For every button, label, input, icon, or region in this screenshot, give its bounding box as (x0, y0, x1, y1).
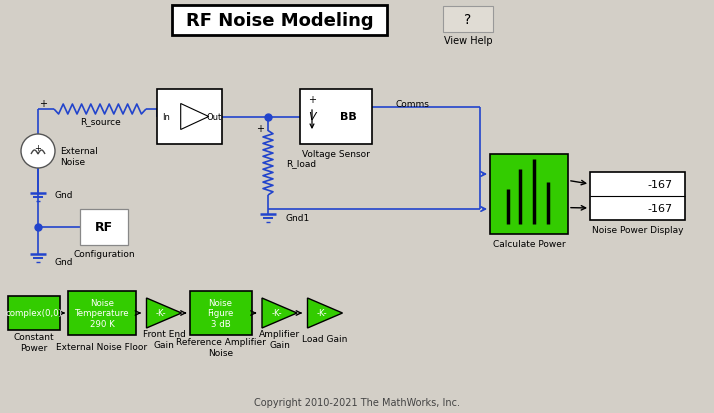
Text: View Help: View Help (443, 36, 493, 46)
Text: Configuration: Configuration (74, 250, 135, 259)
Text: Comms: Comms (396, 100, 430, 108)
Text: In: In (162, 113, 170, 122)
Bar (189, 291, 251, 335)
Text: V: V (308, 112, 316, 122)
Polygon shape (262, 298, 297, 328)
Text: +: + (256, 124, 264, 134)
Bar (157, 90, 222, 145)
Polygon shape (181, 104, 208, 130)
Text: Calculate Power: Calculate Power (493, 240, 565, 249)
Text: -K-: -K- (271, 309, 282, 318)
Text: Noise
Figure
3 dB: Noise Figure 3 dB (207, 298, 233, 328)
Circle shape (21, 135, 55, 169)
Text: -167: -167 (648, 180, 673, 190)
Text: Noise
Temperature
290 K: Noise Temperature 290 K (75, 298, 129, 328)
Bar (300, 90, 372, 145)
Text: -K-: -K- (156, 309, 166, 318)
Text: RF: RF (95, 221, 113, 234)
Text: External Noise Floor: External Noise Floor (56, 343, 148, 351)
Bar (490, 154, 568, 235)
Text: Gnd: Gnd (54, 258, 73, 267)
Bar (80, 209, 128, 245)
Text: R_load: R_load (286, 159, 316, 168)
Text: +: + (39, 99, 47, 109)
Text: Gnd: Gnd (54, 191, 73, 200)
Text: -K-: -K- (317, 309, 327, 318)
Bar (8, 296, 60, 330)
Bar (443, 7, 493, 33)
Text: R_source: R_source (80, 117, 121, 126)
Text: Reference Amplifier
Noise: Reference Amplifier Noise (176, 337, 266, 357)
Text: Out: Out (206, 113, 221, 122)
Text: Load Gain: Load Gain (302, 335, 348, 344)
Text: External
Noise: External Noise (60, 147, 98, 166)
Text: +: + (34, 144, 41, 153)
Text: Gnd1: Gnd1 (286, 214, 311, 223)
Text: RF Noise Modeling: RF Noise Modeling (186, 12, 373, 30)
Text: Copyright 2010-2021 The MathWorks, Inc.: Copyright 2010-2021 The MathWorks, Inc. (254, 397, 460, 407)
Text: Noise Power Display: Noise Power Display (592, 226, 683, 235)
Text: Constant
Power: Constant Power (14, 332, 54, 352)
Text: +: + (308, 95, 316, 105)
Bar (590, 173, 685, 221)
Text: -167: -167 (648, 204, 673, 214)
Text: BB: BB (340, 112, 356, 122)
Text: Front End
Gain: Front End Gain (143, 330, 186, 349)
Text: Voltage Sensor: Voltage Sensor (302, 150, 370, 159)
Bar (172, 6, 387, 36)
Text: Amplifier
Gain: Amplifier Gain (259, 330, 300, 349)
Polygon shape (308, 298, 343, 328)
Polygon shape (146, 298, 181, 328)
Text: complex(0,0): complex(0,0) (6, 309, 62, 318)
Bar (68, 291, 136, 335)
Text: ?: ? (464, 13, 472, 27)
